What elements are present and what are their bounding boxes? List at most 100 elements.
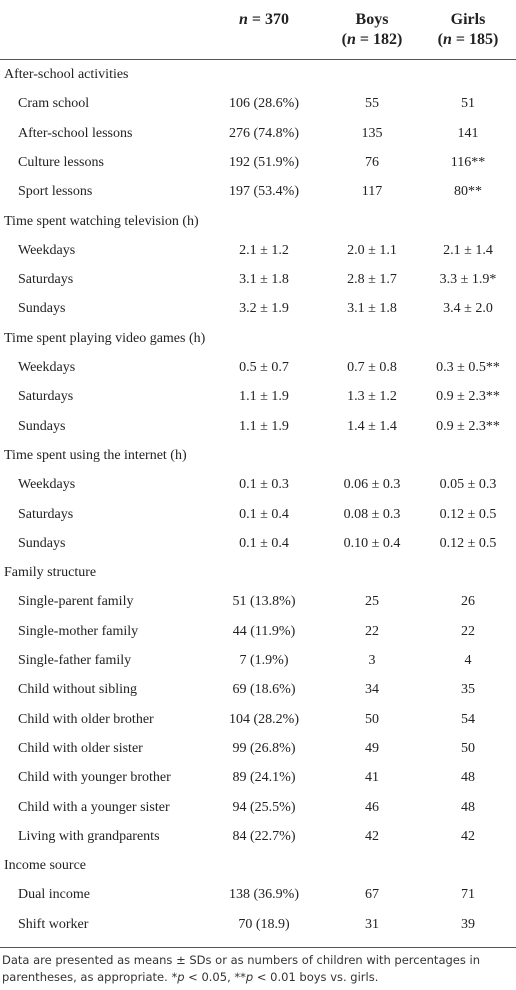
cell: 54	[461, 711, 475, 727]
row-label: Child with younger brother	[18, 770, 171, 786]
row-label: Child with older sister	[18, 740, 143, 756]
section-title: Time spent playing video games (h)	[4, 330, 206, 346]
cell: 89 (24.1%)	[232, 770, 296, 786]
header-title: Boys	[355, 11, 389, 28]
cell: 0.9 ± 2.3**	[436, 418, 500, 434]
cell: 48	[461, 799, 475, 815]
row-label: Living with grandparents	[18, 828, 160, 844]
cell: 2.1 ± 1.4	[443, 242, 493, 258]
cell: 50	[365, 711, 379, 727]
cell: 0.3 ± 0.5**	[436, 360, 500, 375]
cell: 197 (53.4%)	[229, 184, 299, 200]
cell: 135	[361, 125, 383, 141]
cell: 0.12 ± 0.5	[439, 535, 497, 551]
cell: 0.05 ± 0.3	[439, 477, 497, 493]
row-label: Saturdays	[18, 272, 74, 288]
row-label: Child without sibling	[18, 682, 138, 698]
cell: 69 (18.6%)	[232, 682, 296, 698]
cell: 22	[461, 623, 475, 639]
row-label: Saturdays	[18, 389, 74, 405]
cell: 106 (28.6%)	[229, 96, 299, 112]
cell: 0.08 ± 0.3	[343, 506, 401, 522]
cell: 3.4 ± 2.0	[443, 301, 493, 317]
row-label: Sundays	[18, 535, 66, 551]
cell: 1.3 ± 1.2	[347, 389, 397, 405]
cell: 94 (25.5%)	[232, 799, 296, 815]
cell: 7 (1.9%)	[239, 653, 289, 668]
cell: 34	[365, 682, 379, 698]
cell: 39	[461, 916, 475, 932]
row-label: Single-mother family	[18, 623, 139, 639]
cell: 70 (18.9)	[238, 916, 290, 932]
header-sub: (n = 185)	[437, 31, 499, 48]
cell: 42	[365, 828, 379, 844]
bottom-rule	[0, 947, 516, 948]
cell: 0.12 ± 0.5	[439, 506, 497, 522]
header-title: n = 370	[238, 11, 290, 28]
row-label: Culture lessons	[18, 154, 104, 170]
cell: 0.10 ± 0.4	[343, 535, 401, 551]
header-title: Girls	[450, 11, 486, 28]
row-label: Child with older brother	[18, 711, 154, 727]
cell: 3.2 ± 1.9	[239, 301, 289, 317]
row-label: After-school lessons	[18, 125, 133, 141]
row-label: Dual income	[18, 887, 90, 903]
cell: 1.1 ± 1.9	[239, 418, 289, 434]
row-label: Single-parent family	[18, 594, 134, 610]
header-sub: (n = 182)	[341, 31, 403, 48]
cell: 51 (13.8%)	[232, 594, 296, 610]
cell: 2.1 ± 1.2	[239, 242, 289, 258]
cell: 1.1 ± 1.9	[239, 389, 289, 405]
cell: 104 (28.2%)	[229, 711, 299, 727]
row-label: Sport lessons	[18, 184, 93, 200]
cell: 0.7 ± 0.8	[347, 360, 397, 375]
section-title: Time spent watching television (h)	[4, 213, 199, 229]
row-label: Saturdays	[18, 506, 74, 522]
row-label: Weekdays	[18, 477, 76, 493]
cell: 31	[365, 916, 379, 932]
row-label: Shift worker	[18, 916, 89, 932]
section-title: Family structure	[4, 565, 97, 581]
cell: 3.1 ± 1.8	[239, 272, 289, 288]
cell: 67	[365, 887, 379, 903]
row-label: Weekdays	[18, 242, 76, 258]
section-title: After-school activities	[4, 67, 129, 82]
cell: 44 (11.9%)	[232, 623, 296, 639]
cell: 76	[365, 154, 379, 170]
cell: 0.06 ± 0.3	[343, 477, 401, 493]
cell: 46	[365, 799, 379, 815]
cell: 49	[365, 740, 379, 756]
cell: 25	[365, 594, 379, 610]
cell: 3.3 ± 1.9*	[439, 272, 497, 288]
cell: 0.1 ± 0.4	[239, 535, 289, 551]
cell: 51	[461, 96, 475, 112]
cell: 26	[461, 594, 475, 610]
cell: 0.9 ± 2.3**	[436, 389, 500, 405]
cell: 99 (26.8%)	[232, 740, 296, 756]
cell: 1.4 ± 1.4	[347, 418, 397, 434]
row-label: Sundays	[18, 301, 66, 317]
row-label: Sundays	[18, 418, 66, 434]
cell: 55	[365, 96, 379, 112]
cell: 117	[361, 184, 383, 200]
cell: 4	[464, 653, 472, 668]
header-rule	[0, 59, 516, 60]
cell: 276 (74.8%)	[229, 125, 299, 141]
cell: 0.1 ± 0.4	[239, 506, 289, 522]
cell: 2.0 ± 1.1	[347, 242, 397, 258]
cell: 138 (36.9%)	[229, 887, 299, 903]
section-title: Income source	[4, 858, 87, 874]
cell: 50	[461, 740, 475, 756]
cell: 48	[461, 770, 475, 786]
cell: 35	[461, 682, 475, 698]
row-label: Cram school	[18, 96, 90, 112]
cell: 71	[461, 887, 475, 903]
cell: 192 (51.9%)	[229, 154, 299, 170]
cell: 3.1 ± 1.8	[347, 301, 397, 317]
cell: 41	[365, 770, 379, 786]
cell: 116**	[450, 154, 486, 170]
cell: 0.1 ± 0.3	[239, 477, 289, 493]
cell: 80**	[454, 184, 482, 200]
cell: 22	[365, 623, 379, 639]
